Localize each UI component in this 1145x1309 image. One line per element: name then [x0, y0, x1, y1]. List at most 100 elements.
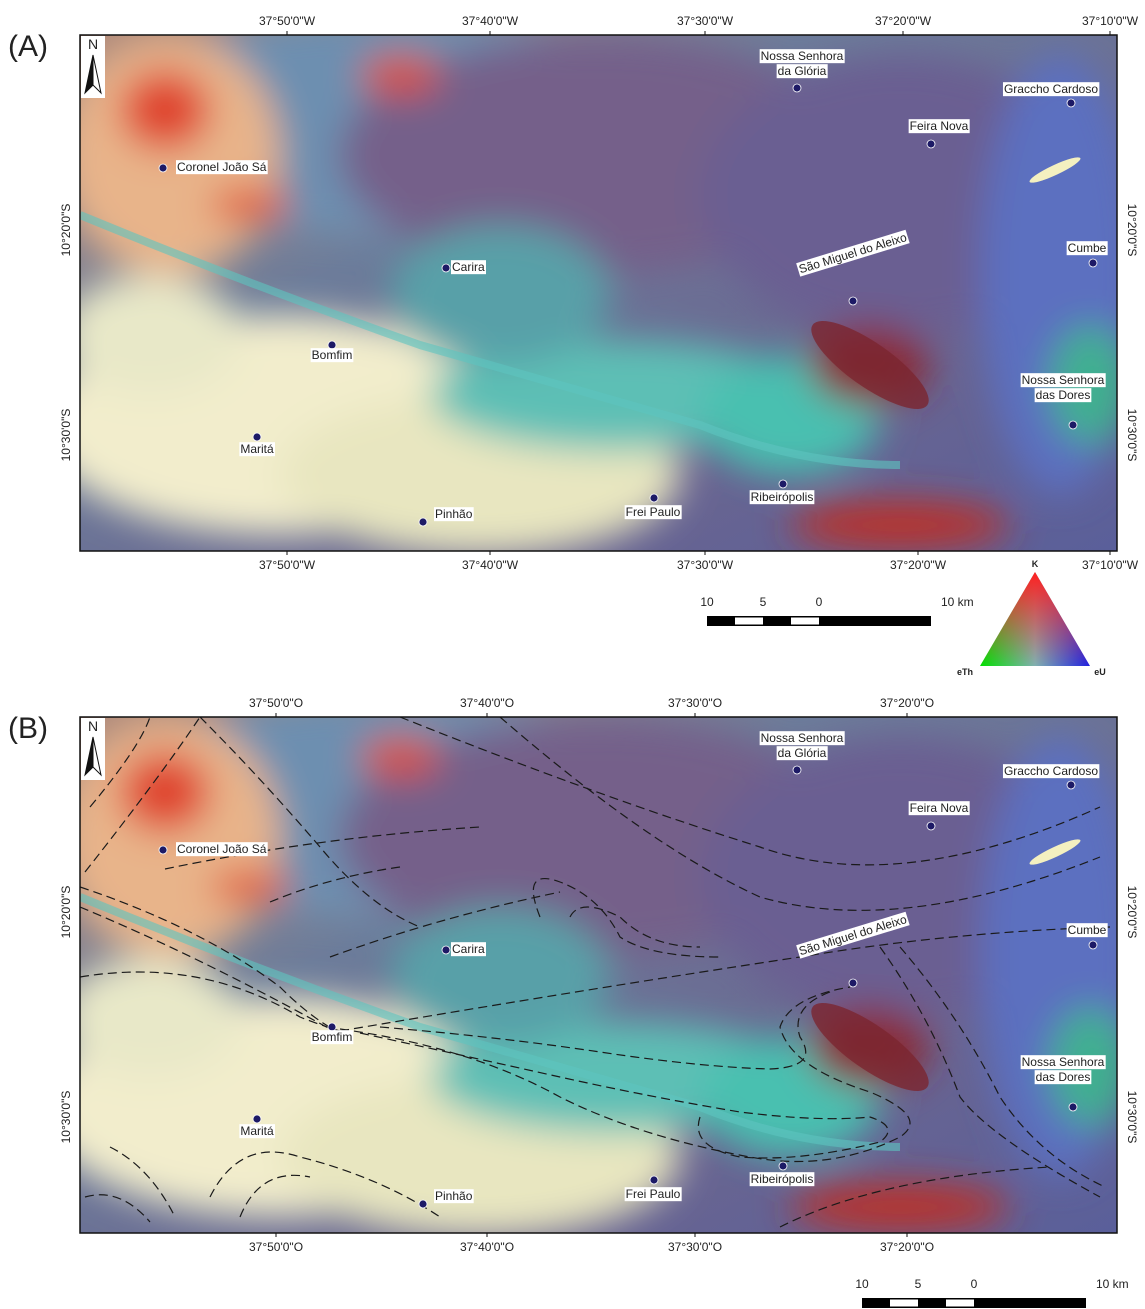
lineament [697, 1116, 889, 1159]
lineament [779, 1166, 1051, 1228]
satellite-raster [40, 697, 1140, 1237]
label-background [749, 490, 815, 505]
longitude-label: 37°50'0"O [249, 696, 303, 710]
town-label: Cumbe [1066, 241, 1108, 256]
lineament [89, 717, 151, 808]
town-name: Graccho Cardoso [1004, 82, 1098, 96]
town-name: Pinhão [435, 1189, 473, 1203]
label-background [176, 842, 268, 857]
lineament [239, 1174, 311, 1218]
longitude-label: 37°20'0"O [880, 1240, 934, 1254]
town-name: Feira Nova [910, 801, 969, 815]
town-name: das Dores [1036, 388, 1091, 402]
town-marker [778, 1161, 788, 1171]
town-marker [1066, 780, 1076, 790]
scale-segment [791, 617, 819, 625]
town-name: Ribeirópolis [751, 490, 814, 504]
map-panel: (A) N 37°50'0"W 37°40'0"W 37°30'0"W 37°20'0"W… [8, 14, 1140, 572]
structural-lines [80, 717, 1111, 1228]
scale-label: 0 [816, 595, 823, 609]
label-background [434, 507, 474, 522]
longitude-label: 37°40'0"W [462, 558, 519, 572]
label-background [759, 731, 845, 746]
lineament [339, 986, 911, 1163]
label-background [310, 348, 354, 363]
ternary-triangle [980, 572, 1090, 666]
lineament [80, 906, 331, 1030]
label-background [749, 1172, 815, 1187]
latitude-label: 10°20'0"S [1125, 886, 1139, 939]
lineament [269, 866, 401, 903]
town-label: Bomfim [310, 1030, 354, 1045]
town-label: Maritá [239, 1124, 275, 1139]
lineament [339, 926, 1111, 1032]
town-marker [441, 263, 451, 273]
longitude-label: 37°20'0"O [880, 696, 934, 710]
lineament [199, 717, 421, 928]
town-label: Frei Paulo [624, 505, 682, 520]
latitude-label: 10°20'0"S [1125, 204, 1139, 257]
town-marker [926, 821, 936, 831]
longitude-label: 37°40'0"O [460, 1240, 514, 1254]
town-name: Cumbe [1068, 923, 1107, 937]
town-name: Nossa Senhora [1022, 1055, 1105, 1069]
longitude-label: 37°30'0"W [677, 558, 734, 572]
town-name: Cumbe [1068, 241, 1107, 255]
town-name: Feira Nova [910, 119, 969, 133]
latitude-label: 10°30'0"S [1125, 1091, 1139, 1144]
legend-label: eTh [957, 667, 973, 677]
map-panel: (B) N 37°50'0"O 37°40'0"O 37°30'0"O 37°20'0"O… [8, 696, 1140, 1254]
town-name: Nossa Senhora [761, 731, 844, 745]
town-name: Bomfim [312, 348, 353, 362]
lineament [379, 991, 831, 1070]
label-background [239, 442, 275, 457]
legend-label: K [1032, 559, 1039, 569]
town-label: Graccho Cardoso [1002, 764, 1100, 779]
label-background [1066, 923, 1108, 938]
panel-label: (B) [8, 712, 48, 745]
label-background [796, 229, 910, 277]
town-label: Pinhão [434, 507, 474, 522]
label-background [1002, 764, 1100, 779]
scale-label: 10 km [1096, 1277, 1129, 1291]
longitude-label: 37°40'0"O [460, 696, 514, 710]
town-marker [252, 432, 262, 442]
map-frame [79, 716, 1118, 1234]
town-marker [158, 163, 168, 173]
latitude-label: 10°30'0"S [59, 409, 73, 462]
scale-segment [735, 617, 763, 625]
town-marker [649, 493, 659, 503]
town-marker [1068, 1102, 1078, 1112]
town-label: Coronel João Sá [176, 160, 268, 175]
town-label: Maritá [239, 442, 275, 457]
town-name: Coronel João Sá [177, 842, 267, 856]
legend-label: eU [1094, 667, 1106, 677]
town-name: Ribeirópolis [751, 1172, 814, 1186]
scale-label: 0 [971, 1277, 978, 1291]
label-background [908, 119, 970, 134]
north-arrow [84, 54, 94, 95]
town-label: Carira [451, 260, 486, 275]
longitude-label: 37°30'0"O [668, 1240, 722, 1254]
town-marker [1066, 98, 1076, 108]
scale-label: 10 km [941, 595, 974, 609]
town-label: Feira Nova [908, 801, 970, 816]
town-marker [848, 296, 858, 306]
town-label: Bomfim [310, 348, 354, 363]
satellite-raster [40, 15, 1140, 555]
town-marker [1088, 940, 1098, 950]
label-background [451, 942, 486, 957]
scale-label: 10 [700, 595, 714, 609]
label-background [1034, 388, 1092, 403]
lineament [329, 891, 561, 958]
scale-label: 10 [855, 1277, 869, 1291]
label-background [1020, 1055, 1106, 1070]
label-background [1066, 241, 1108, 256]
town-marker [158, 845, 168, 855]
lineament [84, 1194, 151, 1223]
scale-label: 5 [760, 595, 767, 609]
town-name: Maritá [240, 1124, 274, 1138]
town-name: Carira [452, 260, 485, 274]
